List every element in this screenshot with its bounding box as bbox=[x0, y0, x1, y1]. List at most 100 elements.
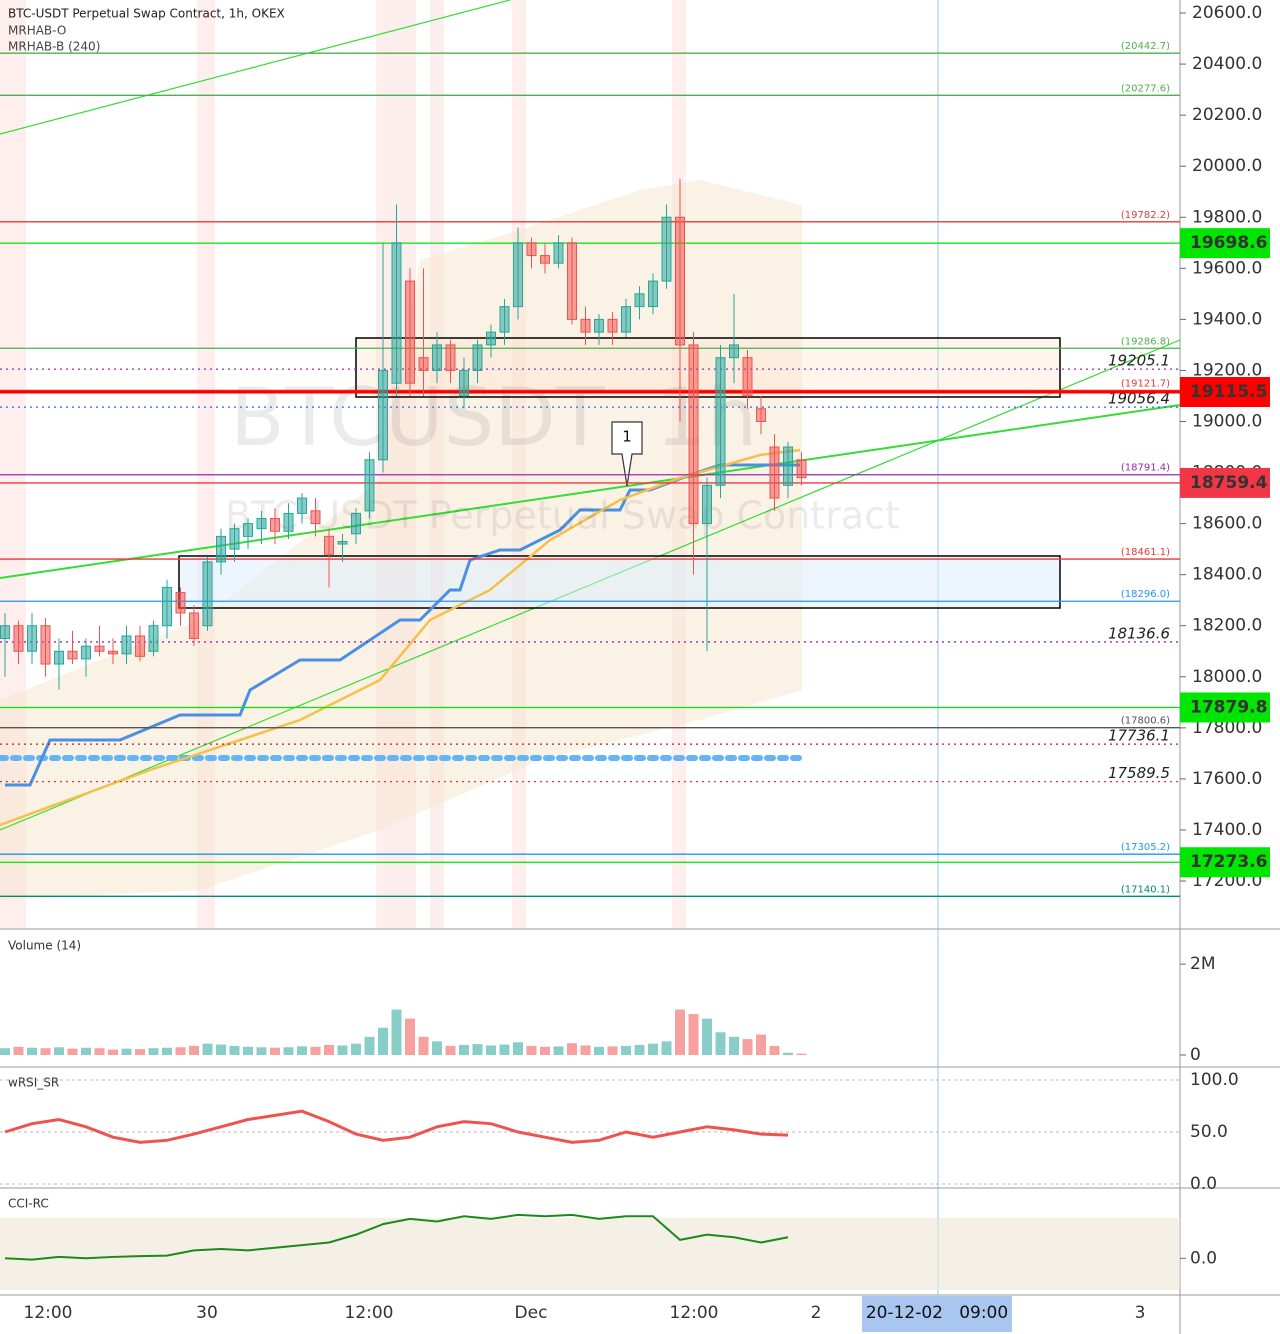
candle-body bbox=[189, 612, 199, 639]
annotation: 1 bbox=[622, 428, 632, 446]
y-tick-label: 17600.0 bbox=[1192, 769, 1262, 789]
candle-body bbox=[445, 344, 456, 371]
volume-bar bbox=[405, 1018, 415, 1055]
volume-bar bbox=[675, 1009, 685, 1055]
candle-body bbox=[229, 528, 240, 550]
volume-bar bbox=[486, 1045, 496, 1055]
pane-title: Volume (14) bbox=[8, 939, 81, 953]
volume-bar bbox=[81, 1047, 91, 1055]
volume-bar bbox=[526, 1045, 537, 1055]
volume-bar bbox=[796, 1053, 807, 1055]
price-tag bbox=[1180, 467, 1270, 498]
price-tag bbox=[1180, 847, 1270, 878]
level-label: 19205.1 bbox=[1108, 352, 1170, 370]
y-tick-label: 17400.0 bbox=[1192, 820, 1262, 840]
candle-body bbox=[94, 645, 105, 652]
volume-bar bbox=[553, 1046, 564, 1055]
volume-bar bbox=[27, 1047, 37, 1055]
candle-body bbox=[472, 344, 483, 371]
candle-body bbox=[459, 369, 469, 397]
y-tick-label: 0.0 bbox=[1190, 1248, 1217, 1268]
candle-body bbox=[270, 518, 280, 532]
band bbox=[197, 0, 215, 928]
candle-body bbox=[756, 408, 766, 422]
candle-body bbox=[661, 216, 672, 282]
volume-bar bbox=[108, 1049, 118, 1055]
volume-bar bbox=[472, 1044, 483, 1055]
volume-bar bbox=[337, 1045, 348, 1055]
y-tick-label: 19000.0 bbox=[1192, 411, 1262, 431]
volume-bar bbox=[256, 1047, 267, 1055]
level-label: (20277.6) bbox=[1121, 83, 1170, 94]
volume-bar bbox=[418, 1036, 429, 1055]
candle-body bbox=[351, 512, 361, 535]
candle-body bbox=[580, 318, 591, 333]
volume-bar bbox=[513, 1042, 523, 1055]
candle-body bbox=[310, 510, 321, 525]
pane-title: CCI-RC bbox=[8, 1197, 49, 1211]
volume-bar bbox=[121, 1048, 132, 1055]
x-tick-label: 12:00 bbox=[345, 1303, 394, 1323]
candle-body bbox=[702, 484, 712, 525]
volume-bar bbox=[54, 1047, 64, 1055]
level-label: (19782.2) bbox=[1121, 210, 1170, 221]
candle-body bbox=[675, 216, 685, 346]
volume-bar bbox=[229, 1045, 240, 1055]
level-label: (17140.1) bbox=[1121, 884, 1170, 895]
x-tick-label: 3 bbox=[1135, 1303, 1146, 1323]
candle-body bbox=[297, 497, 307, 514]
candle-body bbox=[283, 512, 294, 532]
candle-body bbox=[796, 459, 807, 479]
indicator-name: MRHAB-B (240) bbox=[8, 40, 100, 54]
candle-body bbox=[243, 523, 253, 537]
y-tick-label: 0 bbox=[1190, 1045, 1201, 1065]
level-label: (19286.8) bbox=[1121, 336, 1170, 347]
cci-band bbox=[0, 1218, 1180, 1290]
candle-body bbox=[742, 357, 753, 397]
volume-bar bbox=[567, 1043, 577, 1055]
volume-bar bbox=[0, 1048, 10, 1055]
volume-bar bbox=[499, 1044, 510, 1055]
candle-body bbox=[634, 293, 645, 308]
y-tick-label: 19200.0 bbox=[1192, 360, 1262, 380]
volume-bar bbox=[67, 1048, 78, 1055]
volume-bar bbox=[391, 1009, 402, 1055]
candle-body bbox=[607, 318, 618, 333]
candle-body bbox=[540, 255, 550, 264]
candle-body bbox=[40, 625, 51, 665]
volume-bar bbox=[756, 1034, 766, 1055]
candle-body bbox=[216, 535, 226, 563]
y-tick-label: 19800.0 bbox=[1192, 207, 1262, 227]
volume-bar bbox=[297, 1046, 307, 1055]
candle-body bbox=[486, 331, 496, 346]
volume-bar bbox=[351, 1043, 361, 1055]
crosshair-time: 20-12-02 09:00 bbox=[866, 1303, 1008, 1323]
level-label: 17589.5 bbox=[1108, 764, 1170, 782]
x-tick-label: 12:00 bbox=[24, 1303, 73, 1323]
volume-bar bbox=[216, 1044, 226, 1055]
crosshair-time-box bbox=[862, 1296, 1012, 1332]
candle-body bbox=[162, 586, 172, 627]
y-tick-label: 50.0 bbox=[1190, 1122, 1228, 1142]
volume-bar bbox=[270, 1047, 280, 1055]
level-label: 19056.4 bbox=[1108, 390, 1170, 408]
price-tag-label: 19698.6 bbox=[1190, 233, 1267, 253]
price-tag-label: 17879.8 bbox=[1190, 697, 1267, 717]
volume-bar bbox=[540, 1046, 550, 1055]
candle-body bbox=[648, 280, 658, 308]
y-tick-label: 19400.0 bbox=[1192, 309, 1262, 329]
volume-bar bbox=[742, 1039, 753, 1055]
level-label: (18791.4) bbox=[1121, 463, 1170, 474]
candle-body bbox=[567, 242, 577, 320]
indicator-line bbox=[5, 463, 800, 787]
pane-title: wRSI_SR bbox=[8, 1076, 59, 1090]
volume-bar bbox=[634, 1045, 645, 1055]
volume-bar bbox=[661, 1041, 672, 1055]
y-tick-label: 20200.0 bbox=[1192, 105, 1262, 125]
annotation-callout: 1 bbox=[611, 421, 643, 487]
volume-bar bbox=[243, 1046, 253, 1055]
volume-bar bbox=[594, 1046, 604, 1055]
level-label: (18461.1) bbox=[1121, 547, 1170, 558]
watermark: BTC-USDT Perpetual Swap Contract bbox=[225, 494, 900, 538]
